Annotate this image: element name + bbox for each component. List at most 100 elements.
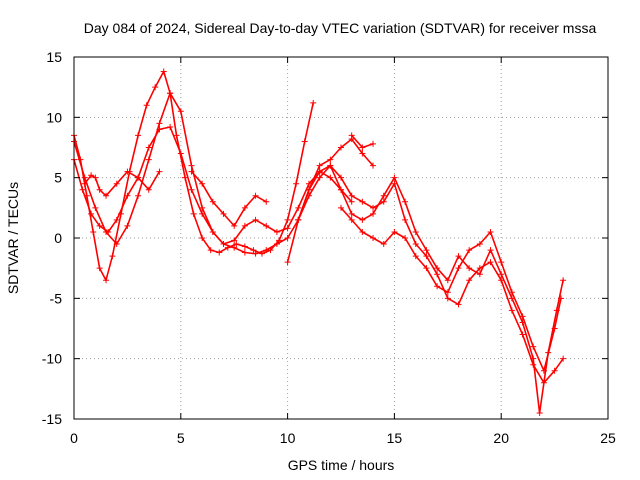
data-point xyxy=(359,198,366,205)
data-point xyxy=(466,247,473,254)
series-trace xyxy=(73,126,353,245)
data-point xyxy=(250,247,257,254)
data-point xyxy=(96,222,103,229)
data-point xyxy=(152,84,159,91)
data-point xyxy=(359,228,366,235)
data-point xyxy=(233,241,240,248)
data-point xyxy=(508,307,515,314)
data-point xyxy=(455,265,462,272)
data-point xyxy=(551,367,558,374)
data-point xyxy=(96,265,103,272)
series-trace xyxy=(190,170,268,227)
data-point xyxy=(327,156,334,163)
data-point xyxy=(188,186,195,193)
data-point xyxy=(220,210,227,217)
data-point xyxy=(231,237,238,244)
data-point xyxy=(466,265,473,272)
data-point xyxy=(359,216,366,223)
data-point xyxy=(519,331,526,338)
data-point xyxy=(177,108,184,115)
data-point xyxy=(305,186,312,193)
data-point xyxy=(207,247,214,254)
data-point xyxy=(173,132,180,139)
data-point xyxy=(370,235,377,241)
data-point xyxy=(113,180,120,187)
series-trace xyxy=(340,207,562,372)
y-tick-label: -5 xyxy=(50,290,63,306)
series-arc-7 xyxy=(295,162,567,416)
data-point xyxy=(338,204,344,211)
data-point xyxy=(231,222,238,229)
data-point xyxy=(199,235,206,241)
data-point xyxy=(551,325,558,332)
data-point xyxy=(88,210,95,217)
data-point xyxy=(167,123,174,130)
data-point xyxy=(284,259,291,266)
y-tick-label: 10 xyxy=(46,109,62,125)
data-point xyxy=(402,198,409,205)
data-point xyxy=(316,174,323,181)
data-point xyxy=(156,120,163,127)
data-point xyxy=(241,222,248,229)
data-point xyxy=(370,210,377,217)
series-trace xyxy=(83,170,161,197)
data-point xyxy=(199,210,206,217)
data-point xyxy=(90,228,97,235)
data-point xyxy=(359,144,366,151)
x-axis-label: GPS time / hours xyxy=(288,457,395,473)
data-point xyxy=(508,289,515,296)
data-point xyxy=(327,174,334,181)
data-point xyxy=(560,277,567,284)
x-tick-label: 20 xyxy=(493,430,509,446)
chart-title: Day 084 of 2024, Sidereal Day-to-day VTE… xyxy=(84,20,597,36)
data-point xyxy=(273,228,280,235)
data-point xyxy=(348,216,355,223)
x-tick-label: 5 xyxy=(177,430,185,446)
data-point xyxy=(327,162,334,169)
data-point xyxy=(177,150,184,157)
data-point xyxy=(143,102,150,109)
y-tick-label: -10 xyxy=(42,351,62,367)
data-point xyxy=(558,295,565,302)
data-point xyxy=(209,228,216,235)
data-point xyxy=(103,277,110,284)
data-point xyxy=(263,247,270,254)
data-point xyxy=(370,140,377,147)
grid xyxy=(74,57,608,419)
data-point xyxy=(160,68,167,75)
data-point xyxy=(124,168,131,175)
data-point xyxy=(348,132,355,139)
data-point xyxy=(338,174,344,181)
data-point xyxy=(231,244,238,251)
data-point xyxy=(145,156,152,163)
series-arc-4 xyxy=(81,168,163,199)
series-trace xyxy=(297,164,564,414)
data-point xyxy=(135,132,142,139)
x-tick-label: 0 xyxy=(70,430,78,446)
series-arc-8 xyxy=(338,204,565,374)
data-point xyxy=(391,174,398,181)
data-point xyxy=(81,174,88,181)
data-point xyxy=(295,216,302,223)
data-point xyxy=(81,180,88,187)
x-tick-label: 25 xyxy=(600,430,616,446)
data-point xyxy=(284,216,291,223)
data-point xyxy=(252,216,259,223)
data-point xyxy=(124,222,131,229)
data-point xyxy=(252,250,259,257)
data-point xyxy=(301,138,308,145)
data-point xyxy=(434,283,441,290)
data-point xyxy=(293,180,300,187)
data-point xyxy=(370,204,377,211)
data-point xyxy=(402,216,409,223)
data-point xyxy=(92,174,99,181)
data-point xyxy=(560,355,567,362)
data-point xyxy=(305,180,312,187)
data-point xyxy=(209,198,216,205)
data-point xyxy=(412,228,419,235)
data-point xyxy=(402,235,409,241)
data-point xyxy=(380,192,387,199)
data-point xyxy=(156,126,163,133)
data-point xyxy=(316,168,323,175)
series-trace xyxy=(286,164,564,384)
